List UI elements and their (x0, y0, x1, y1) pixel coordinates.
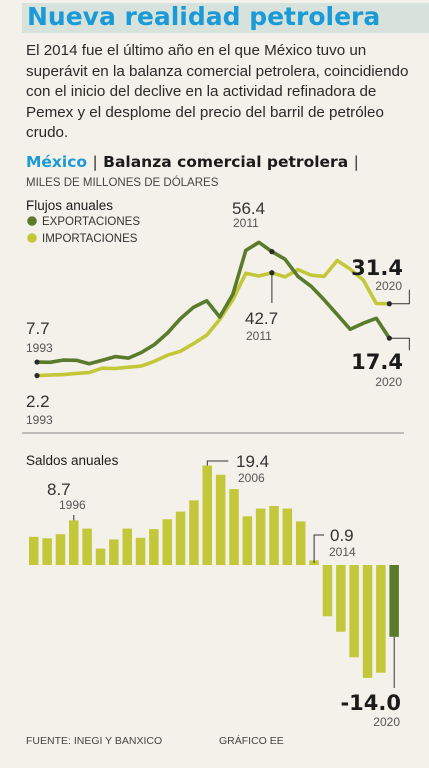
bar-2018 (362, 565, 373, 678)
anno-year-imports-2020: 2020 (375, 279, 402, 293)
heading-separator: | (92, 153, 98, 171)
bar-2003 (162, 519, 172, 565)
bar-1994 (42, 538, 52, 565)
anno-value-exports-2011: 56.4 (232, 199, 265, 218)
series-line-importaciones (36, 258, 390, 378)
anno-value-bar-2014: 0.9 (330, 526, 354, 545)
legend-swatch-importaciones (27, 233, 37, 243)
anno-value-bar-2020: -14.0 (340, 691, 401, 715)
anno-value-bar-1996: 8.7 (47, 480, 71, 499)
bar-1997 (82, 528, 92, 565)
bar-2020 (389, 565, 399, 637)
bar-2006 (202, 465, 212, 565)
bar-1993 (29, 536, 39, 565)
chart-heading: México | Balanza comercial petrolera | (26, 153, 359, 171)
bar-1996 (69, 520, 79, 565)
credit-note: GRÁFICO EE (219, 735, 284, 747)
bar-2008 (229, 489, 239, 565)
legend-label-importaciones: IMPORTACIONES (42, 233, 138, 245)
bar-1999 (109, 539, 119, 565)
bar-2005 (189, 500, 199, 565)
anno-dot-exports-2011 (269, 249, 275, 255)
anno-dot-exports-1993 (34, 359, 40, 365)
bar-2007 (215, 474, 226, 565)
anno-value-imports-2011: 42.7 (245, 309, 278, 328)
anno-year-bar-1996: 1996 (59, 498, 86, 512)
page-title: Nueva realidad petrolera (27, 2, 381, 31)
anno-year-bar-2014: 2014 (329, 545, 356, 559)
bar-2019 (376, 565, 386, 673)
bar-chart-title: Saldos anuales (26, 453, 119, 468)
bar-2004 (175, 511, 186, 565)
bar-2016 (336, 565, 346, 632)
bar-2002 (149, 529, 159, 565)
bar-2009 (242, 516, 253, 565)
anno-year-exports-2020: 2020 (375, 375, 402, 389)
anno-value-exports-1993: 7.7 (26, 319, 50, 338)
anno-year-exports-2011: 2011 (233, 216, 259, 230)
anno-year-exports-1993: 1993 (26, 341, 53, 355)
units-label: MILES DE MILLONES DE DÓLARES (26, 177, 219, 189)
bar-2000 (122, 528, 132, 565)
anno-dot-imports-1993 (34, 372, 40, 379)
bar-2013 (296, 521, 306, 565)
legend-swatch-exportaciones (27, 216, 37, 226)
anno-year-imports-1993: 1993 (26, 413, 53, 427)
anno-value-imports-2020: 31.4 (351, 256, 403, 280)
anno-dot-exports-2020 (386, 335, 392, 341)
heading-separator-end: | (353, 153, 359, 171)
heading-subject: Balanza comercial petrolera (103, 153, 349, 171)
intro-paragraph: El 2014 fue el último año en el que Méxi… (26, 42, 409, 141)
anno-dot-imports-2011 (269, 270, 275, 276)
bar-2015 (322, 565, 333, 617)
bar-2001 (135, 537, 146, 565)
anno-year-bar-2020: 2020 (373, 715, 400, 729)
anno-value-imports-1993: 2.2 (26, 392, 50, 411)
anno-year-imports-2011: 2011 (246, 329, 272, 343)
anno-dot-imports-2020 (386, 301, 392, 307)
bar-2017 (349, 565, 359, 658)
anno-leader-bar-2014 (313, 534, 325, 563)
anno-value-bar-2006: 19.4 (236, 452, 269, 471)
anno-leader-bar-2006 (206, 460, 229, 466)
bar-1995 (55, 534, 66, 565)
anno-leader-imports-2020 (389, 289, 410, 305)
series-line-exportaciones (36, 240, 391, 366)
bar-1998 (95, 548, 106, 565)
bar-2011 (269, 506, 279, 565)
anno-year-bar-2006: 2006 (238, 471, 265, 485)
anno-value-exports-2020: 17.4 (351, 350, 403, 374)
title-banner (22, 3, 429, 33)
source-note: FUENTE: INEGI Y BANXICO (26, 735, 163, 747)
bar-2012 (282, 508, 293, 565)
anno-leader-exports-2020 (389, 337, 410, 351)
bar-2010 (255, 508, 266, 565)
line-chart-title: Flujos anuales (26, 198, 113, 213)
heading-country: México (26, 153, 88, 171)
legend-label-exportaciones: EXPORTACIONES (42, 216, 140, 228)
